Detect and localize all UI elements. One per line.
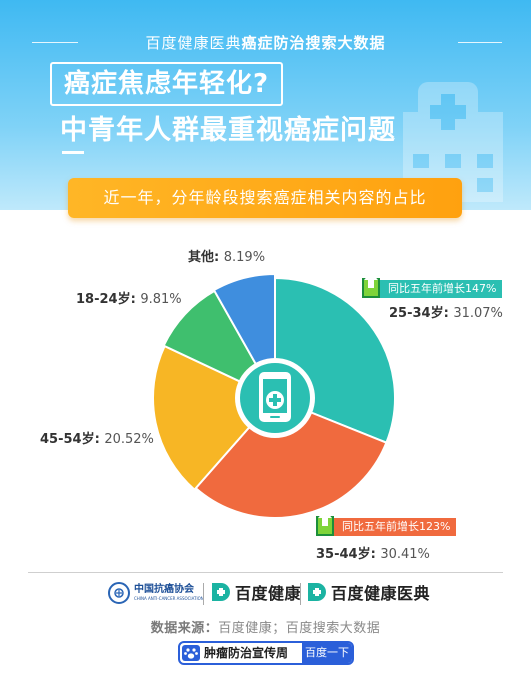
chart-banner: 近一年，分年龄段搜索癌症相关内容的占比 xyxy=(68,178,462,218)
slice-label-other-name: 其他 xyxy=(188,250,215,265)
data-source-text: 百度健康；百度搜索大数据 xyxy=(218,621,381,636)
slice-label-18-24: 18-24岁: 9.81% xyxy=(76,292,182,307)
slice-label-35-44-value: 30.41% xyxy=(380,547,430,562)
slice-label-45-54-name: 45-54岁 xyxy=(40,432,95,447)
search-pill-text: 肿瘤防治宣传周 xyxy=(204,646,289,660)
growth-badge-25-34: 同比五年前增长147% xyxy=(362,272,503,298)
header-right-line xyxy=(458,42,502,43)
pie-slice-2 xyxy=(152,344,277,492)
mobile-medical-icon xyxy=(259,372,291,422)
growth-badge-35-44-text: 同比五年前增长123% xyxy=(342,520,451,533)
slice-label-45-54: 45-54岁: 20.52% xyxy=(40,432,154,447)
association-emblem-icon xyxy=(108,582,130,604)
slice-label-18-24-name: 18-24岁 xyxy=(76,292,131,307)
footer-divider xyxy=(28,572,503,573)
growth-badge-25-34-text: 同比五年前增长147% xyxy=(388,282,497,295)
header-source-plain: 百度健康医典 xyxy=(145,34,242,52)
logo-baidu-health-dictionary: 百度健康医典 xyxy=(306,580,430,604)
baidu-health-icon xyxy=(212,583,230,601)
logo-separator xyxy=(300,583,301,605)
header-left-line xyxy=(32,42,78,43)
logo-baidu-health-text: 百度健康 xyxy=(235,584,302,603)
slice-label-35-44: 35-44岁: 30.41% xyxy=(316,547,430,562)
growth-arrow-icon xyxy=(362,272,380,298)
growth-badge-35-44: 同比五年前增长123% xyxy=(316,510,457,536)
logo-baidu-health: 百度健康 xyxy=(210,580,301,604)
header-source: 百度健康医典癌症防治搜索大数据 xyxy=(0,32,531,53)
slice-label-other-value: 8.19% xyxy=(223,250,266,265)
baidu-paw-icon xyxy=(182,645,200,661)
data-source-label: 数据来源： xyxy=(150,621,219,636)
logo-baidu-health-dictionary-text: 百度健康医典 xyxy=(331,584,431,603)
growth-arrow-icon xyxy=(316,510,334,536)
baidu-health-icon xyxy=(308,583,326,601)
search-pill[interactable]: 肿瘤防治宣传周 百度一下 xyxy=(178,641,354,665)
data-source: 数据来源：百度健康；百度搜索大数据 xyxy=(0,617,531,636)
logo-china-anti-cancer-association: 中国抗癌协会 CHINA ANTI-CANCER ASSOCIATION xyxy=(108,582,204,604)
pie-chart xyxy=(152,272,397,519)
pie-slice-1 xyxy=(194,396,388,519)
header-source-bold: 癌症防治搜索大数据 xyxy=(241,34,386,52)
logo-separator xyxy=(203,583,204,605)
slice-label-45-54-value: 20.52% xyxy=(104,432,154,447)
slice-label-25-34-name: 25-34岁 xyxy=(389,306,444,321)
title-line-2: 中青年人群最重视癌症问题 xyxy=(60,115,396,146)
slice-label-25-34-value: 31.07% xyxy=(453,306,503,321)
title-underline xyxy=(62,151,84,154)
association-name-cn: 中国抗癌协会 xyxy=(134,584,194,595)
slice-label-35-44-name: 35-44岁 xyxy=(316,547,371,562)
association-name-en: CHINA ANTI-CANCER ASSOCIATION xyxy=(134,596,204,601)
slice-label-25-34: 25-34岁: 31.07% xyxy=(389,306,503,321)
header-section: 百度健康医典癌症防治搜索大数据 癌症焦虑年轻化? 中青年人群最重视癌症问题 xyxy=(0,0,531,210)
slice-label-other: 其他: 8.19% xyxy=(188,250,266,265)
title-line-1: 癌症焦虑年轻化? xyxy=(50,62,284,106)
slice-label-18-24-value: 9.81% xyxy=(140,292,182,307)
search-pill-button[interactable]: 百度一下 xyxy=(302,643,352,663)
